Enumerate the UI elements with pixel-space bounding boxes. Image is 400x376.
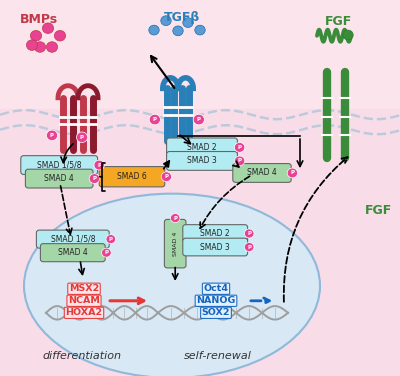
Text: SMAD 2: SMAD 2 xyxy=(200,229,230,238)
Text: MSX2: MSX2 xyxy=(69,284,99,293)
Text: SMAD 3: SMAD 3 xyxy=(200,243,230,252)
Text: P: P xyxy=(238,158,242,164)
Text: SMAD 4: SMAD 4 xyxy=(44,174,74,183)
Text: P: P xyxy=(247,244,251,250)
Circle shape xyxy=(94,160,104,170)
Circle shape xyxy=(46,130,58,141)
Circle shape xyxy=(173,26,183,36)
FancyBboxPatch shape xyxy=(40,244,105,262)
Circle shape xyxy=(89,174,100,183)
Circle shape xyxy=(149,25,159,35)
Text: P: P xyxy=(238,145,242,150)
Circle shape xyxy=(54,30,66,41)
Text: P: P xyxy=(164,174,168,179)
Text: HOXA2: HOXA2 xyxy=(66,308,102,317)
Circle shape xyxy=(34,42,46,52)
Text: SMAD 1/5/8: SMAD 1/5/8 xyxy=(50,235,95,244)
Circle shape xyxy=(234,156,245,166)
FancyBboxPatch shape xyxy=(25,169,93,188)
Circle shape xyxy=(42,23,54,33)
Text: self-renewal: self-renewal xyxy=(184,351,252,361)
Text: P: P xyxy=(109,237,113,242)
Text: Oct4: Oct4 xyxy=(204,284,228,293)
Text: NANOG: NANOG xyxy=(196,296,236,305)
FancyBboxPatch shape xyxy=(164,220,186,268)
Circle shape xyxy=(102,248,111,257)
Text: TGFβ: TGFβ xyxy=(164,11,200,24)
Circle shape xyxy=(195,25,205,35)
Text: P: P xyxy=(104,250,108,255)
Circle shape xyxy=(234,143,245,152)
Ellipse shape xyxy=(24,194,320,376)
Text: SMAD 3: SMAD 3 xyxy=(187,156,217,165)
Bar xyxy=(0,109,400,376)
Text: P: P xyxy=(153,117,157,122)
FancyBboxPatch shape xyxy=(233,164,291,182)
FancyBboxPatch shape xyxy=(183,225,248,243)
Circle shape xyxy=(26,40,38,50)
Circle shape xyxy=(170,214,180,223)
Text: P: P xyxy=(197,117,201,122)
Text: FGF: FGF xyxy=(324,15,352,28)
FancyBboxPatch shape xyxy=(166,138,238,157)
Text: P: P xyxy=(97,162,101,168)
Circle shape xyxy=(106,235,116,244)
Text: SMAD 4: SMAD 4 xyxy=(247,168,277,177)
Text: FGF: FGF xyxy=(364,204,392,217)
FancyBboxPatch shape xyxy=(36,230,109,248)
Text: SMAD 2: SMAD 2 xyxy=(187,143,217,152)
FancyBboxPatch shape xyxy=(21,156,98,174)
Text: NCAM: NCAM xyxy=(68,296,100,305)
Circle shape xyxy=(76,132,88,143)
Text: SMAD 6: SMAD 6 xyxy=(117,172,147,181)
Circle shape xyxy=(244,243,254,252)
Text: differentiation: differentiation xyxy=(42,351,122,361)
FancyBboxPatch shape xyxy=(183,238,248,256)
Circle shape xyxy=(161,172,172,182)
Text: P: P xyxy=(173,215,177,221)
Circle shape xyxy=(30,30,42,41)
Text: P: P xyxy=(247,231,251,236)
Circle shape xyxy=(287,168,298,178)
Text: SMAD 4: SMAD 4 xyxy=(58,248,88,257)
Text: SMAD 4: SMAD 4 xyxy=(173,232,178,256)
Circle shape xyxy=(161,16,171,26)
FancyBboxPatch shape xyxy=(99,167,165,187)
Text: P: P xyxy=(50,133,54,138)
Circle shape xyxy=(183,18,193,27)
Text: SMAD 1/5/8: SMAD 1/5/8 xyxy=(37,161,82,170)
Circle shape xyxy=(193,114,204,125)
FancyBboxPatch shape xyxy=(166,152,238,170)
Circle shape xyxy=(149,114,160,125)
Text: BMPs: BMPs xyxy=(20,13,58,26)
Text: P: P xyxy=(92,176,96,181)
Circle shape xyxy=(46,42,58,52)
Text: SOX2: SOX2 xyxy=(202,308,230,317)
Circle shape xyxy=(244,229,254,238)
Circle shape xyxy=(343,30,353,40)
Text: P: P xyxy=(290,170,294,176)
Text: P: P xyxy=(80,135,84,140)
